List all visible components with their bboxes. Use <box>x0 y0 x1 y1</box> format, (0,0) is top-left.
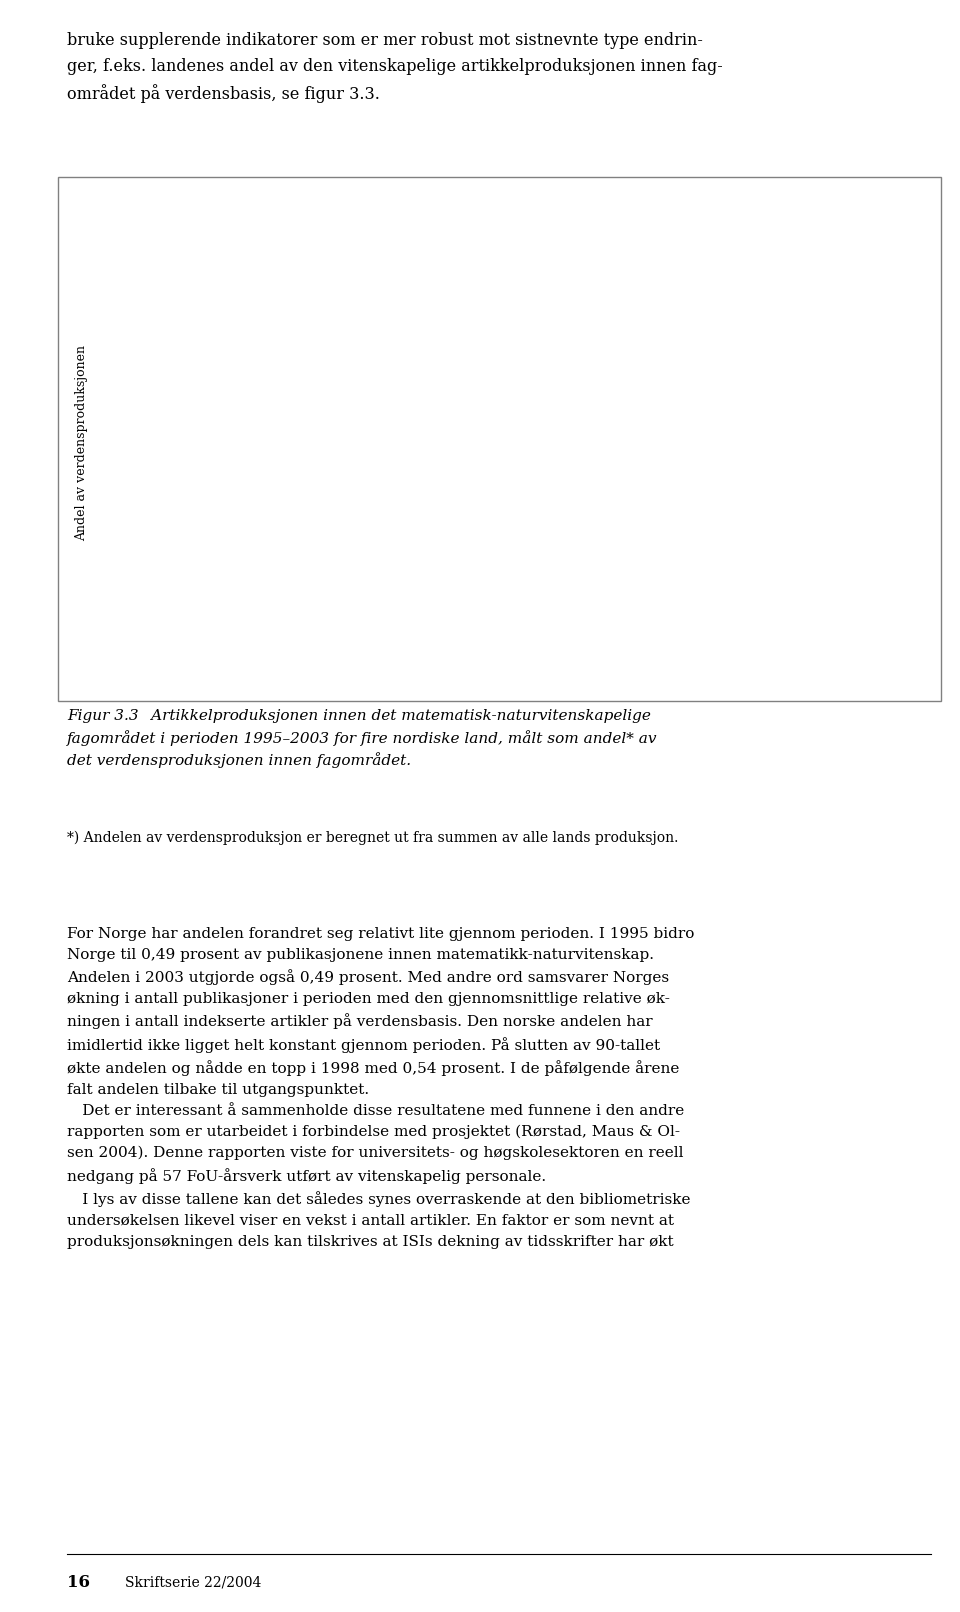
Sverige <box>355 284 367 303</box>
Finland <box>295 487 306 506</box>
Finland <box>600 472 612 492</box>
Danmark <box>478 432 490 451</box>
Finland <box>233 493 245 513</box>
Danmark <box>661 447 673 466</box>
Text: For Norge har andelen forandret seg relativt lite gjennom perioden. I 1995 bidro: For Norge har andelen forandret seg rela… <box>67 927 695 1249</box>
Text: 16: 16 <box>67 1575 90 1591</box>
Finland <box>355 484 367 503</box>
Norge <box>295 522 306 542</box>
Text: Sverige: Sverige <box>825 314 874 327</box>
Finland <box>478 472 490 492</box>
Line: Norge: Norge <box>174 529 671 546</box>
Text: Figur 3.3  Artikkelproduksjonen innen det matematisk-naturvitenskapelige
fagområ: Figur 3.3 Artikkelproduksjonen innen det… <box>67 709 658 767</box>
Norge <box>478 526 490 545</box>
Norge <box>417 526 428 545</box>
Text: Danmark: Danmark <box>825 382 883 395</box>
Sverige <box>417 284 428 303</box>
Danmark <box>600 438 612 458</box>
Text: *) Andelen av verdensproduksjon er beregnet ut fra summen av alle lands produksj: *) Andelen av verdensproduksjon er bereg… <box>67 830 679 845</box>
Finland <box>661 480 673 500</box>
Norge <box>355 522 367 542</box>
Norge <box>661 532 673 551</box>
Danmark <box>233 451 245 471</box>
Text: Andel av verdensproduksjonen: Andel av verdensproduksjonen <box>75 345 88 542</box>
Finland <box>417 477 428 496</box>
Sverige <box>233 279 245 298</box>
Text: Finland: Finland <box>825 450 874 463</box>
Text: bruke supplerende indikatorer som er mer robust mot sistnevnte type endrin-
ger,: bruke supplerende indikatorer som er mer… <box>67 32 723 103</box>
Norge <box>172 532 183 551</box>
Line: Sverige: Sverige <box>174 277 671 316</box>
Norge <box>539 529 550 548</box>
Text: Skriftserie 22/2004: Skriftserie 22/2004 <box>125 1577 261 1589</box>
Finland <box>539 474 550 493</box>
Norge <box>600 529 612 548</box>
Sverige <box>478 290 490 310</box>
Danmark <box>295 437 306 456</box>
Sverige <box>539 272 550 292</box>
Danmark <box>417 432 428 451</box>
Finland <box>172 500 183 519</box>
Danmark <box>539 429 550 448</box>
Text: Norge: Norge <box>825 517 865 530</box>
Sverige <box>600 277 612 297</box>
FancyBboxPatch shape <box>701 269 926 551</box>
Line: Finland: Finland <box>174 479 671 513</box>
Sverige <box>661 303 673 322</box>
Norge <box>233 530 245 550</box>
Danmark <box>355 427 367 447</box>
Line: Danmark: Danmark <box>174 432 671 464</box>
Sverige <box>172 289 183 308</box>
Sverige <box>295 289 306 308</box>
Danmark <box>172 448 183 467</box>
